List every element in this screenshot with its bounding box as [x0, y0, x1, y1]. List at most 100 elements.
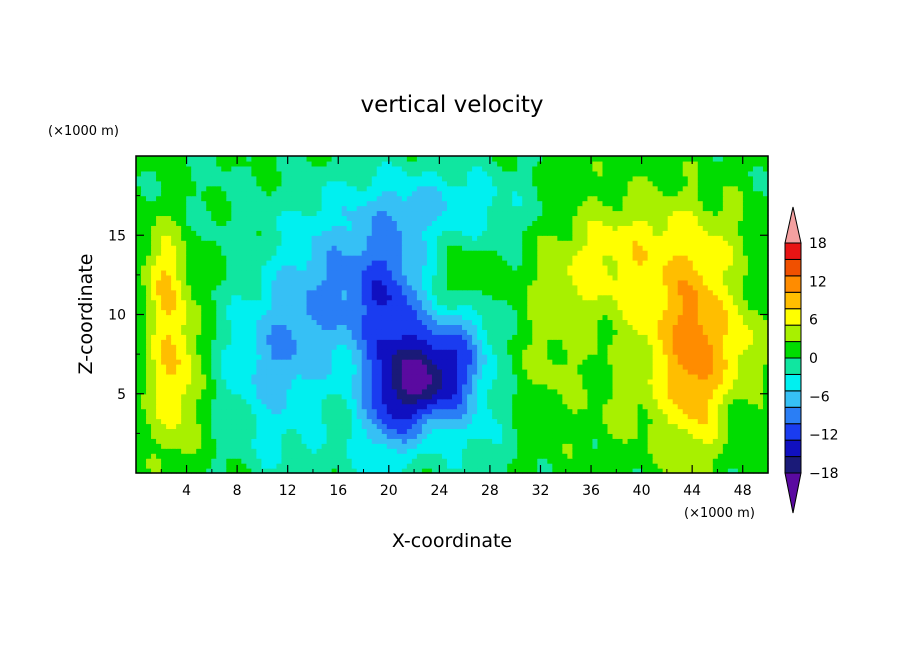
contour-cell — [291, 433, 298, 439]
contour-cell — [622, 368, 629, 375]
contour-cell — [336, 284, 343, 291]
contour-cell — [582, 413, 589, 420]
contour-cell — [462, 319, 468, 325]
contour-cell — [602, 388, 609, 395]
contour-cell — [752, 438, 759, 444]
contour-cell — [146, 324, 152, 330]
contour-cell — [391, 274, 398, 281]
contour-cell — [677, 294, 684, 301]
contour-cell — [391, 334, 398, 340]
contour-cell — [677, 463, 684, 469]
contour-cell — [151, 453, 157, 459]
contour-cell — [747, 378, 754, 385]
contour-cell — [647, 453, 654, 459]
contour-cell — [522, 349, 528, 355]
contour-cell — [151, 413, 157, 420]
contour-cell — [662, 443, 669, 449]
contour-cell — [236, 443, 242, 449]
contour-cell — [687, 388, 694, 395]
contour-cell — [642, 329, 649, 335]
contour-cell — [191, 398, 197, 405]
contour-cell — [211, 453, 217, 459]
contour-cell — [276, 334, 283, 340]
contour-cell — [652, 438, 659, 444]
contour-cell — [582, 418, 589, 425]
contour-cell — [727, 344, 734, 350]
contour-cell — [512, 274, 518, 281]
contour-cell — [286, 448, 293, 454]
contour-cell — [572, 349, 578, 355]
contour-cell — [386, 289, 393, 296]
contour-cell — [406, 448, 413, 454]
contour-cell — [406, 368, 413, 375]
contour-cell — [737, 378, 744, 385]
contour-cell — [547, 433, 553, 439]
contour-cell — [482, 339, 488, 345]
contour-cell — [552, 393, 558, 400]
contour-cell — [462, 324, 468, 330]
contour-cell — [502, 319, 508, 325]
contour-cell — [667, 334, 674, 340]
contour-cell — [326, 314, 333, 321]
contour-cell — [602, 284, 609, 291]
contour-cell — [326, 274, 333, 281]
contour-cell — [216, 438, 222, 444]
contour-cell — [276, 368, 283, 375]
contour-cell — [251, 398, 257, 405]
contour-cell — [747, 334, 754, 340]
contour-cell — [532, 458, 538, 464]
contour-cell — [286, 388, 293, 395]
contour-cell — [562, 344, 568, 350]
contour-cell — [246, 433, 252, 439]
contour-cell — [727, 294, 734, 301]
contour-cell — [537, 274, 543, 281]
contour-cell — [472, 388, 478, 395]
contour-cell — [612, 398, 619, 405]
contour-cell — [186, 428, 192, 434]
contour-cell — [667, 423, 674, 430]
contour-cell — [376, 339, 383, 345]
contour-cell — [562, 329, 568, 335]
contour-cell — [376, 299, 383, 306]
contour-cell — [356, 354, 363, 360]
contour-cell — [537, 393, 543, 400]
contour-cell — [141, 364, 147, 370]
contour-cell — [562, 433, 568, 439]
contour-cell — [647, 314, 654, 321]
contour-cell — [602, 289, 609, 296]
contour-cell — [351, 319, 358, 325]
contour-cell — [707, 418, 714, 425]
contour-cell — [286, 334, 293, 340]
contour-cell — [522, 304, 528, 311]
contour-cell — [682, 329, 689, 335]
contour-cell — [522, 418, 528, 425]
contour-cell — [271, 319, 278, 325]
contour-cell — [507, 274, 513, 281]
contour-cell — [467, 378, 473, 385]
contour-cell — [271, 279, 278, 286]
contour-cell — [151, 304, 157, 311]
contour-cell — [527, 458, 533, 464]
contour-cell — [452, 359, 458, 365]
contour-cell — [752, 349, 759, 355]
contour-cell — [151, 373, 157, 380]
contour-cell — [602, 423, 609, 430]
contour-cell — [727, 368, 734, 375]
contour-cell — [702, 284, 709, 291]
contour-cell — [722, 299, 729, 306]
contour-cell — [376, 329, 383, 335]
contour-cell — [732, 383, 739, 390]
contour-cell — [512, 354, 518, 360]
contour-cell — [642, 309, 649, 316]
contour-cell — [692, 349, 699, 355]
contour-cell — [707, 378, 714, 385]
contour-cell — [737, 418, 744, 425]
contour-cell — [487, 364, 493, 370]
contour-cell — [141, 334, 147, 340]
contour-cell — [276, 418, 283, 425]
contour-cell — [431, 413, 438, 420]
contour-cell — [216, 314, 222, 321]
contour-cell — [141, 304, 147, 311]
contour-cell — [617, 284, 624, 291]
contour-cell — [141, 443, 147, 449]
